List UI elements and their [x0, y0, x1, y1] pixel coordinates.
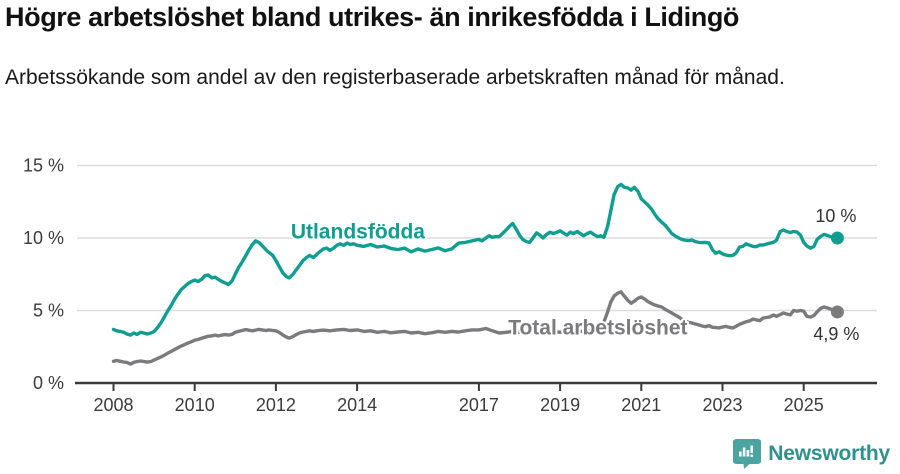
x-tick-label: 2010	[175, 395, 215, 415]
end-dot-utlandsfodda	[830, 231, 844, 245]
newsworthy-logo[interactable]: Newsworthy	[733, 438, 890, 469]
bar-chart-speech-bubble-icon	[733, 439, 762, 469]
y-tick-label: 15 %	[23, 156, 64, 176]
end-value-label-utlandsfodda: 10 %	[815, 206, 856, 226]
x-tick-label: 2025	[784, 395, 824, 415]
x-tick-label: 2023	[702, 395, 742, 415]
end-value-label-total: 4,9 %	[813, 324, 859, 344]
y-tick-label: 10 %	[23, 228, 64, 248]
x-tick-label: 2012	[256, 395, 296, 415]
series-label-total: Total arbetslöshet	[508, 317, 687, 340]
y-tick-label: 5 %	[33, 301, 64, 321]
series-label-utlandsfodda: Utlandsfödda	[291, 220, 425, 243]
line-chart: 0 % 5 % 10 % 15 % 2008 2010 2012 2014 2017 2019 20…	[23, 156, 877, 415]
x-tick-label: 2021	[621, 395, 661, 415]
series-line-total	[111, 290, 840, 366]
page-subtitle: Arbetssökande som andel av den registerb…	[5, 66, 785, 89]
x-tick-label: 2014	[337, 395, 377, 415]
y-tick-label: 0 %	[33, 373, 64, 393]
page-title: Högre arbetslöshet bland utrikes- än inr…	[5, 2, 740, 32]
brand-name: Newsworthy	[768, 441, 890, 465]
x-tick-label: 2008	[93, 395, 133, 415]
x-tick-label: 2017	[459, 395, 499, 415]
x-tick-label: 2019	[540, 395, 580, 415]
series-line-utlandsfodda	[111, 182, 840, 337]
end-dot-total	[830, 305, 844, 319]
